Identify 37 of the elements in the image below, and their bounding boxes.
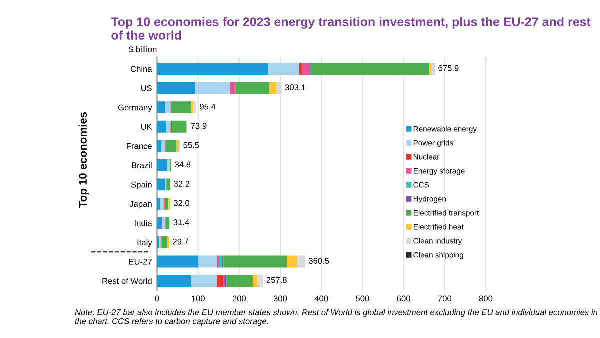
x-tick-label: 300 (274, 296, 288, 302)
y-tick-label: Brazil (132, 162, 152, 168)
x-axis-title: $ billion (129, 46, 157, 53)
y-tick-label: Japan (130, 201, 152, 209)
total-label: 32.2 (174, 181, 190, 187)
x-tick-label: 400 (314, 296, 328, 302)
x-tick-label: 0 (155, 296, 160, 302)
y-tick-label: Spain (131, 182, 152, 190)
x-tick-label: 800 (479, 296, 493, 302)
total-label: 31.4 (174, 220, 190, 226)
total-label: 257.8 (266, 277, 287, 284)
total-label: 303.1 (285, 84, 306, 91)
total-label: 73.9 (191, 123, 207, 130)
text: Top 10 economies (78, 112, 90, 208)
text: Note: EU-27 bar also includes the EU member states shown. Rest of World is global investment excluding the EU and individual economies in the chart. CCS refers to carbon capture and storage. (75, 309, 598, 326)
y-tick-label: UK (141, 124, 152, 130)
x-tick-label: 500 (356, 296, 370, 302)
y-tick-label: France (127, 143, 152, 150)
y-tick-label: US (141, 86, 152, 92)
x-tick-label: 600 (397, 296, 410, 302)
y-tick-label: India (135, 220, 152, 226)
y-tick-label: EU-27 (129, 258, 152, 265)
total-label: 55.5 (184, 142, 200, 148)
x-tick-label: 700 (438, 296, 452, 302)
chart-title: Top 10 economies for 2023 energy transition investment, plus the EU-27 and rest of the world (111, 17, 591, 40)
total-label: 360.5 (308, 258, 330, 264)
y-tick-label: Rest of World (102, 278, 152, 284)
y-tick-label: Italy (138, 239, 152, 248)
x-tick-label: 200 (232, 296, 246, 302)
total-label: 29.7 (173, 238, 188, 245)
total-label: 32.0 (174, 200, 190, 206)
y-tick-label: China (130, 66, 152, 72)
total-label: 95.4 (200, 104, 216, 110)
total-label: 34.8 (175, 162, 191, 168)
total-label: 675.9 (438, 65, 459, 72)
y-tick-label: Germany (118, 104, 152, 112)
x-tick-label: 100 (192, 296, 205, 302)
